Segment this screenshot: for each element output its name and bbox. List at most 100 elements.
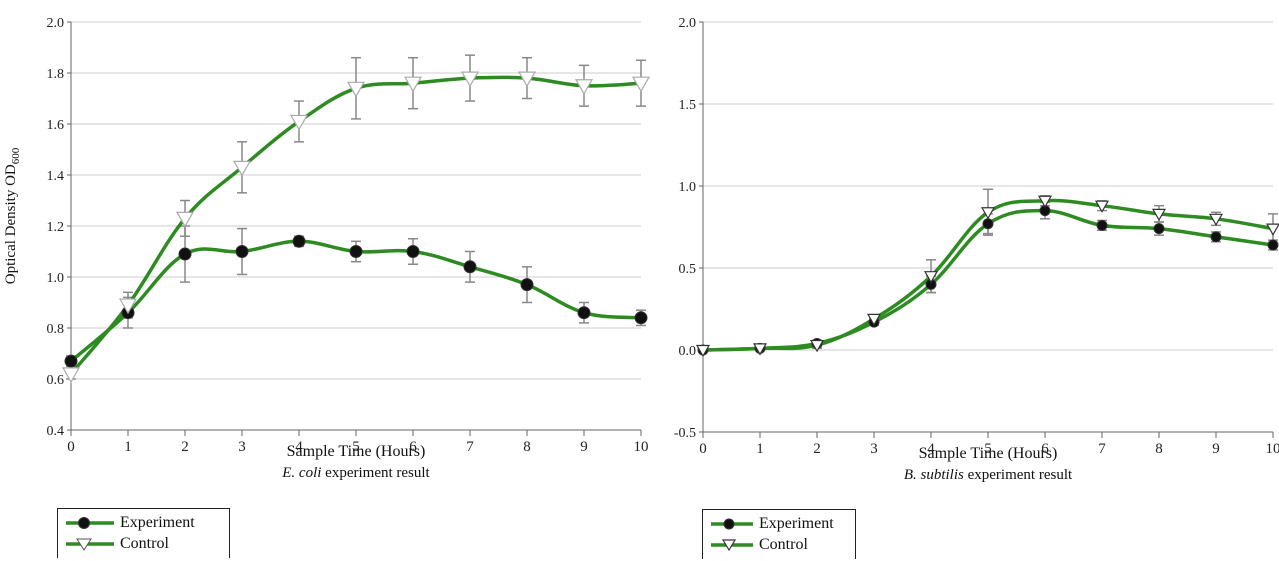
x-tick-label: 0: [67, 439, 75, 455]
y-tick-label: -0.5: [674, 426, 696, 441]
data-point-control: [695, 344, 711, 358]
data-point-control: [175, 211, 195, 228]
legend-item-experiment: Experiment: [64, 512, 221, 533]
caption-text: experiment result: [321, 465, 430, 481]
data-point-control: [1265, 223, 1279, 236]
series-line-control: [69, 75, 643, 376]
legend-item-control: Control: [64, 533, 221, 554]
y-tick-label: 0.8: [47, 322, 65, 337]
data-point-experiment: [64, 354, 78, 368]
y-tick-label: 0.6: [47, 373, 65, 388]
x-tick-label: 2: [181, 439, 189, 455]
x-tick-label: 1: [124, 439, 132, 455]
y-tick-label: 1.0: [679, 180, 697, 195]
data-point-experiment: [463, 260, 477, 274]
data-point-control: [289, 114, 309, 131]
data-point-control: [346, 81, 366, 98]
x-tick-label: 0: [699, 441, 707, 457]
data-point-control: [752, 343, 768, 356]
x-axis-label: Sample Time (Hours): [919, 445, 1058, 462]
chart-caption: E. coli experiment result: [281, 465, 430, 481]
x-tick-label: 2: [813, 441, 821, 457]
x-tick-label: 10: [634, 439, 649, 455]
caption-organism: B. subtilis: [904, 467, 964, 483]
data-point-experiment: [577, 306, 591, 320]
legend-left: Experiment Control: [57, 508, 230, 558]
data-point-control: [517, 71, 537, 88]
y-tick-label: 0.0: [679, 344, 697, 359]
x-tick-label: 3: [870, 441, 878, 457]
x-tick-label: 9: [580, 439, 588, 455]
x-axis-label: Sample Time (Hours): [287, 443, 426, 460]
data-point-control: [980, 207, 996, 220]
data-point-control: [232, 160, 252, 177]
data-point-experiment: [634, 311, 648, 325]
data-point-control: [1094, 200, 1110, 213]
data-point-control: [866, 313, 882, 327]
data-point-experiment: [292, 234, 306, 248]
legend-swatch-experiment: [711, 518, 753, 529]
chart-bsubtilis: -0.5 0.0 0.5 1.0 1.5 2.0 0 1 2 3 4 5 6 7 8 9 10 Sample Ti…: [674, 16, 1279, 483]
data-point-experiment: [406, 245, 420, 258]
y-tick-label: 1.8: [47, 67, 65, 82]
data-point-experiment: [235, 245, 249, 258]
legend-label-experiment: Experiment: [120, 513, 195, 531]
data-point-control: [1208, 213, 1224, 227]
legend-item-experiment: Experiment: [709, 513, 847, 534]
x-tick-label: 6: [1041, 441, 1049, 457]
legend-right: Experiment Control: [702, 509, 856, 559]
data-point-control: [631, 76, 651, 93]
y-tick-label: 2.0: [47, 16, 65, 31]
data-point-control: [460, 71, 480, 88]
y-tick-label: 1.4: [47, 169, 65, 184]
data-point-control: [1037, 195, 1053, 208]
series-line-control: [701, 198, 1275, 352]
x-tick-label: 7: [466, 439, 474, 455]
x-tick-label: 4: [295, 439, 303, 455]
x-tick-label: 4: [927, 441, 935, 457]
x-tick-label: 10: [1266, 441, 1279, 457]
data-point-control: [118, 298, 138, 315]
data-point-experiment: [1267, 239, 1279, 251]
legend-label-control: Control: [759, 535, 808, 553]
data-point-control: [61, 367, 81, 384]
caption-text: experiment result: [964, 467, 1073, 483]
data-point-control: [1151, 208, 1167, 222]
x-tick-label: 5: [984, 441, 992, 457]
data-point-control: [923, 271, 939, 284]
caption-organism: E. coli: [281, 465, 321, 481]
x-tick-label: 7: [1098, 441, 1106, 457]
data-point-control: [809, 339, 825, 353]
data-point-experiment: [1210, 231, 1222, 243]
data-point-experiment: [1096, 219, 1108, 231]
legend-label-control: Control: [120, 534, 169, 552]
data-point-experiment: [1153, 223, 1165, 235]
legend-item-control: Control: [709, 534, 847, 555]
x-tick-label: 9: [1212, 441, 1220, 457]
y-tick-label: 0.4: [47, 424, 65, 439]
data-point-experiment: [982, 218, 994, 230]
data-point-control: [574, 79, 594, 95]
y-tick-label: 1.0: [47, 271, 65, 286]
chart-ecoli: 0.4 0.6 0.8 1.0 1.2 1.4 1.6 1.8 2.0 0 1 2 3 4 5 6 7 8 9 10 S…: [3, 16, 651, 481]
legend-swatch-experiment: [66, 516, 114, 529]
y-tick-label: 1.2: [47, 220, 65, 235]
y-axis-label: Optical Density OD600: [3, 147, 22, 284]
data-point-experiment: [349, 245, 363, 258]
x-tick-label: 1: [756, 441, 764, 457]
legend-swatch-control: [711, 538, 753, 551]
legend-label-experiment: Experiment: [759, 514, 834, 532]
y-tick-label: 2.0: [679, 16, 697, 31]
x-tick-label: 6: [409, 439, 417, 455]
x-tick-label: 3: [238, 439, 246, 455]
x-tick-label: 8: [523, 439, 531, 455]
x-tick-label: 5: [352, 439, 360, 455]
y-tick-label: 0.5: [679, 262, 697, 277]
chart-caption: B. subtilis experiment result: [904, 467, 1073, 483]
x-tick-label: 8: [1155, 441, 1163, 457]
data-point-experiment: [520, 278, 534, 292]
legend-swatch-control: [66, 538, 114, 551]
y-tick-label: 1.6: [47, 118, 65, 133]
data-point-control: [403, 76, 423, 93]
